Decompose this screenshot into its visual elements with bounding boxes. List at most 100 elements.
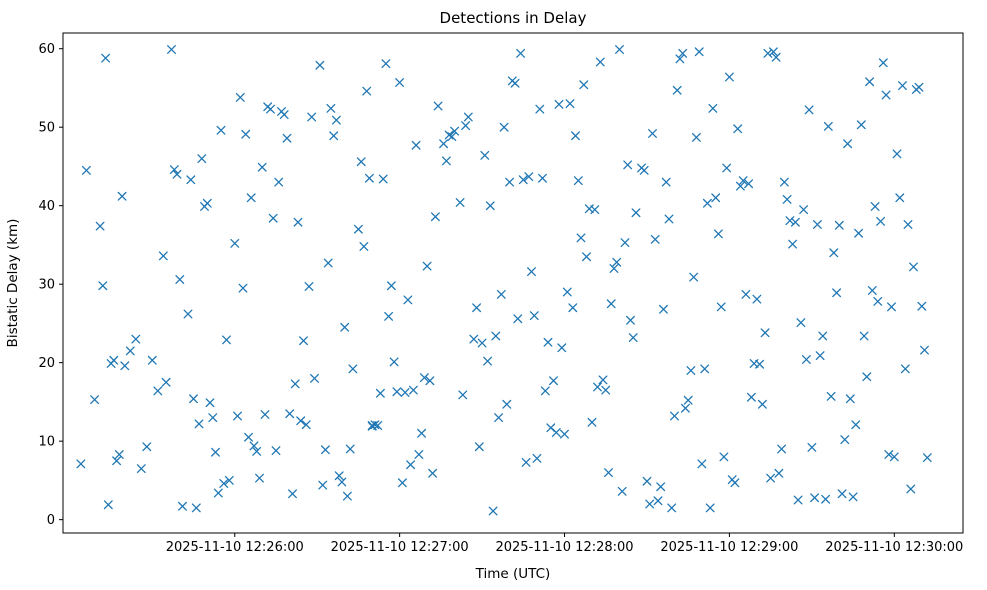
scatter-point bbox=[161, 377, 171, 387]
scatter-point bbox=[683, 395, 693, 405]
scatter-point bbox=[326, 103, 336, 113]
scatter-point bbox=[395, 78, 405, 87]
scatter-point bbox=[843, 139, 853, 149]
scatter-point bbox=[562, 287, 572, 297]
scatter-point bbox=[384, 311, 394, 321]
scatter-point bbox=[112, 456, 122, 466]
scatter-point bbox=[307, 112, 317, 122]
scatter-point bbox=[716, 302, 726, 312]
scatter-point bbox=[222, 335, 231, 345]
scatter-point bbox=[172, 169, 182, 179]
scatter-point bbox=[285, 409, 295, 419]
scatter-point bbox=[757, 399, 767, 409]
scatter-point bbox=[670, 411, 679, 421]
scatter-point bbox=[601, 385, 611, 395]
scatter-point bbox=[230, 238, 240, 248]
scatter-point bbox=[90, 395, 100, 405]
scatter-point bbox=[353, 224, 363, 234]
scatter-point bbox=[876, 216, 886, 226]
scatter-point bbox=[829, 248, 839, 258]
scatter-point bbox=[417, 428, 427, 438]
scatter-point bbox=[645, 499, 655, 509]
y-tick-label: 10 bbox=[38, 435, 55, 450]
scatter-point bbox=[884, 450, 894, 459]
scatter-point bbox=[516, 48, 526, 58]
scatter-point bbox=[755, 359, 765, 369]
scatter-point bbox=[582, 252, 591, 262]
scatter-point bbox=[483, 356, 493, 366]
scatter-point bbox=[249, 441, 259, 451]
scatter-point bbox=[477, 338, 487, 348]
scatter-point bbox=[675, 54, 685, 64]
scatter-point bbox=[768, 47, 778, 57]
scatter-point bbox=[906, 484, 916, 494]
scatter-point bbox=[252, 446, 262, 456]
scatter-point bbox=[538, 173, 547, 183]
scatter-point bbox=[626, 315, 635, 325]
scatter-point bbox=[244, 432, 253, 442]
scatter-point bbox=[389, 357, 399, 367]
scatter-point bbox=[167, 45, 176, 54]
chart-title: Detections in Delay bbox=[440, 9, 587, 27]
scatter-point bbox=[175, 275, 185, 284]
scatter-point bbox=[136, 464, 146, 474]
scatter-point bbox=[364, 173, 374, 183]
scatter-point bbox=[735, 181, 745, 191]
x-tick-label: 2025-11-10 12:29:00 bbox=[660, 540, 798, 555]
scatter-point bbox=[425, 376, 435, 386]
scatter-point bbox=[197, 154, 207, 164]
scatter-point bbox=[744, 179, 754, 189]
scatter-point bbox=[499, 122, 509, 132]
scatter-point bbox=[266, 104, 275, 114]
scatter-point bbox=[235, 92, 245, 102]
scatter-point bbox=[414, 450, 424, 459]
scatter-point bbox=[796, 318, 806, 328]
scatter-point bbox=[900, 364, 910, 374]
scatter-point bbox=[480, 150, 490, 160]
scatter-point bbox=[790, 217, 800, 227]
scatter-point bbox=[680, 403, 690, 413]
scatter-point bbox=[590, 205, 600, 215]
scatter-point bbox=[224, 475, 234, 485]
scatter-point bbox=[356, 157, 366, 167]
scatter-point bbox=[208, 413, 218, 423]
scatter-point bbox=[922, 453, 932, 463]
y-tick-label: 50 bbox=[38, 121, 55, 136]
scatter-point bbox=[373, 421, 383, 430]
scatter-point bbox=[746, 392, 756, 402]
x-tick-label: 2025-11-10 12:28:00 bbox=[495, 540, 633, 555]
scatter-point bbox=[359, 242, 369, 251]
scatter-point bbox=[766, 473, 776, 483]
scatter-point bbox=[672, 85, 682, 95]
scatter-point bbox=[461, 121, 471, 131]
scatter-point bbox=[202, 198, 212, 208]
scatter-point bbox=[216, 125, 226, 135]
scatter-point bbox=[505, 177, 515, 187]
scatter-point bbox=[142, 442, 152, 452]
scatter-point bbox=[648, 129, 657, 138]
scatter-point bbox=[702, 198, 712, 208]
scatter-point bbox=[711, 193, 721, 203]
scatter-point bbox=[109, 355, 119, 365]
scatter-point bbox=[213, 488, 223, 498]
scatter-point bbox=[752, 294, 762, 304]
scatter-point bbox=[194, 419, 204, 429]
scatter-point bbox=[826, 391, 836, 401]
scatter-point bbox=[686, 366, 696, 375]
scatter-point bbox=[639, 165, 649, 175]
x-axis-ticks: 2025-11-10 12:26:00 2025-11-10 12:27:00 20… bbox=[166, 533, 963, 555]
scatter-point bbox=[571, 131, 580, 141]
y-tick-label: 30 bbox=[38, 278, 55, 293]
scatter-point bbox=[845, 394, 855, 404]
scatter-point bbox=[288, 489, 297, 499]
y-tick-label: 20 bbox=[38, 356, 55, 371]
scatter-point bbox=[722, 163, 732, 173]
scatter-point bbox=[103, 500, 113, 510]
scatter-point bbox=[606, 299, 616, 309]
scatter-point bbox=[191, 503, 201, 513]
y-tick-label: 0 bbox=[47, 513, 55, 528]
scatter-point bbox=[411, 140, 421, 150]
scatter-point bbox=[840, 435, 850, 445]
scatter-point bbox=[551, 428, 561, 437]
scatter-point bbox=[422, 261, 432, 271]
